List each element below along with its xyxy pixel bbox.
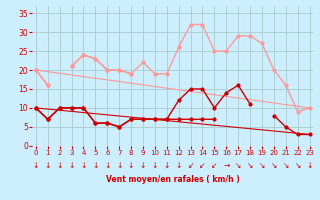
Text: ↘: ↘	[283, 161, 289, 170]
Text: ↓: ↓	[104, 161, 110, 170]
Text: ↓: ↓	[80, 161, 87, 170]
Text: ↙: ↙	[211, 161, 218, 170]
Text: ↘: ↘	[247, 161, 253, 170]
Text: ↓: ↓	[140, 161, 146, 170]
Text: ↓: ↓	[56, 161, 63, 170]
X-axis label: Vent moyen/en rafales ( km/h ): Vent moyen/en rafales ( km/h )	[106, 175, 240, 184]
Text: ↘: ↘	[235, 161, 241, 170]
Text: ↓: ↓	[164, 161, 170, 170]
Text: ↓: ↓	[175, 161, 182, 170]
Text: ↓: ↓	[68, 161, 75, 170]
Text: ↙: ↙	[199, 161, 206, 170]
Text: ↓: ↓	[128, 161, 134, 170]
Text: ↓: ↓	[44, 161, 51, 170]
Text: ↓: ↓	[92, 161, 99, 170]
Text: ↓: ↓	[116, 161, 122, 170]
Text: ↘: ↘	[271, 161, 277, 170]
Text: ↘: ↘	[259, 161, 265, 170]
Text: ↓: ↓	[307, 161, 313, 170]
Text: ↘: ↘	[294, 161, 301, 170]
Text: ↓: ↓	[152, 161, 158, 170]
Text: ↓: ↓	[33, 161, 39, 170]
Text: ↙: ↙	[188, 161, 194, 170]
Text: →: →	[223, 161, 229, 170]
